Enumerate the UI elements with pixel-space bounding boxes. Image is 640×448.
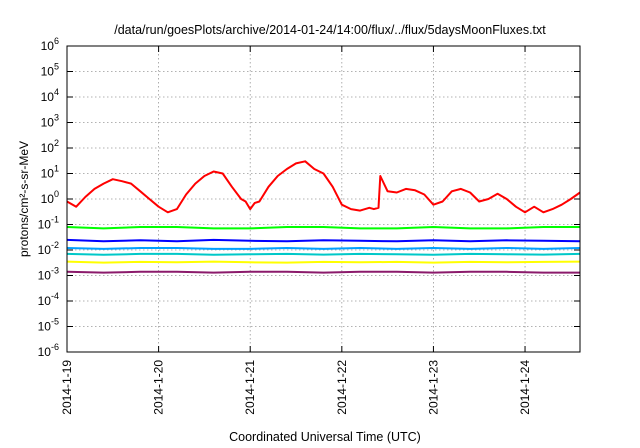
y-tick-label: 103 <box>41 113 59 130</box>
series-line-1 <box>66 160 581 214</box>
series-line-3 <box>66 238 581 243</box>
series-lines <box>66 160 581 274</box>
y-tick-label: 10-4 <box>38 291 59 308</box>
y-tick-label: 105 <box>41 62 59 79</box>
x-tick-label: 2014-1-22 <box>335 360 349 415</box>
y-tick-label: 100 <box>41 189 59 206</box>
series-line-5 <box>66 252 581 256</box>
series-line-2 <box>66 226 580 230</box>
y-axis: 10-6 10-5 10-4 10-3 10-2 10-1 100 101 102 103 104 1… <box>38 36 580 359</box>
x-axis-label: Coordinated Universal Time (UTC) <box>229 430 421 444</box>
x-tick-label: 2014-1-24 <box>518 360 532 415</box>
y-tick-label: 10-6 <box>38 342 59 359</box>
series-line-4 <box>66 247 581 250</box>
y-tick-label: 10-1 <box>38 215 59 232</box>
y-tick-label: 10-5 <box>38 317 59 334</box>
y-tick-label: 102 <box>41 138 59 155</box>
x-tick-label: 2014-1-21 <box>243 360 257 415</box>
x-axis: 2014-1-19 2014-1-20 2014-1-21 2014-1-22 2014… <box>60 46 532 415</box>
series-line-6 <box>66 260 581 264</box>
chart-title: /data/run/goesPlots/archive/2014-01-24/1… <box>114 23 546 37</box>
y-tick-label: 10-2 <box>38 240 59 257</box>
grid-lines <box>67 46 580 352</box>
y-tick-label: 101 <box>41 164 59 181</box>
x-tick-label: 2014-1-23 <box>426 360 440 415</box>
x-tick-label: 2014-1-19 <box>60 360 74 415</box>
y-tick-label: 106 <box>41 36 59 53</box>
series-line-7 <box>66 270 580 274</box>
y-tick-label: 10-3 <box>38 266 59 283</box>
x-tick-label: 2014-1-20 <box>152 360 166 415</box>
y-tick-label: 104 <box>41 87 59 104</box>
y-axis-label: protons/cm²-s-sr-MeV <box>17 141 31 257</box>
